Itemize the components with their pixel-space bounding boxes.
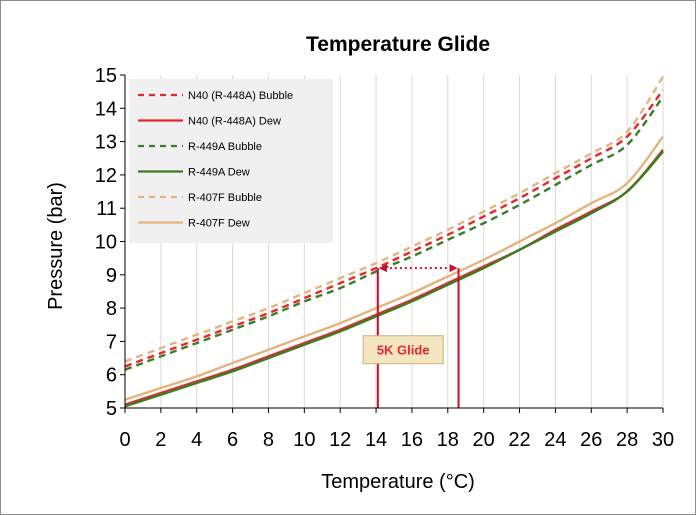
legend-label-4: R-407F Bubble xyxy=(188,192,262,204)
x-tick-label-10: 10 xyxy=(293,429,315,451)
x-tick-label-26: 26 xyxy=(580,429,602,451)
y-tick-label-15: 15 xyxy=(95,65,117,87)
x-tick-labels: 0 2 4 6 8 10 12 14 16 18 20 22 24 26 28 30 xyxy=(119,429,674,451)
axes xyxy=(120,74,664,413)
x-tick-label-20: 20 xyxy=(473,429,495,451)
x-tick-label-30: 30 xyxy=(652,429,674,451)
glide-arrowhead-right xyxy=(449,264,458,273)
glide-arrowhead-left xyxy=(378,264,387,273)
gridlines xyxy=(160,75,664,408)
y-tick-label-11: 11 xyxy=(96,198,117,220)
y-tick-labels: 5 6 7 8 9 10 11 12 13 14 15 xyxy=(95,65,117,420)
x-tick-label-6: 6 xyxy=(227,429,238,451)
x-tick-label-14: 14 xyxy=(365,429,387,451)
y-tick-label-10: 10 xyxy=(95,232,117,254)
x-tick-label-4: 4 xyxy=(191,429,202,451)
series-line-3 xyxy=(124,150,664,408)
series-line-0 xyxy=(124,89,664,368)
glide-annotation: 5K Glide xyxy=(362,264,460,408)
y-tick-label-5: 5 xyxy=(106,398,117,420)
y-axis-label: Pressure (bar) xyxy=(45,182,67,310)
chart-title: Temperature Glide xyxy=(306,33,490,56)
y-tick-label-14: 14 xyxy=(95,98,117,120)
legend-label-3: R-449A Dew xyxy=(188,167,250,179)
series-line-4 xyxy=(124,76,665,363)
legend: N40 (R-448A) Bubble N40 (R-448A) Dew R-449… xyxy=(129,79,333,243)
x-tick-label-12: 12 xyxy=(329,429,351,451)
y-tick-label-8: 8 xyxy=(106,298,117,320)
legend-label-2: R-449A Bubble xyxy=(188,141,262,153)
y-tick-label-9: 9 xyxy=(106,265,117,287)
y-tick-label-13: 13 xyxy=(95,132,117,154)
y-tick-label-6: 6 xyxy=(106,365,117,387)
series-line-1 xyxy=(124,149,664,406)
legend-label-0: N40 (R-448A) Bubble xyxy=(188,90,293,102)
series-line-2 xyxy=(124,95,664,371)
legend-box xyxy=(129,79,333,243)
y-tick-label-7: 7 xyxy=(106,331,117,353)
series-lines xyxy=(124,76,665,408)
x-tick-label-0: 0 xyxy=(119,429,130,451)
glide-label: 5K Glide xyxy=(377,343,430,358)
glide-label-box xyxy=(362,335,444,365)
legend-label-1: N40 (R-448A) Dew xyxy=(188,116,281,128)
x-tick-label-22: 22 xyxy=(508,429,530,451)
x-axis-label: Temperature (°C) xyxy=(321,471,475,493)
x-tick-label-18: 18 xyxy=(437,429,459,451)
x-tick-label-8: 8 xyxy=(263,429,274,451)
x-tick-label-28: 28 xyxy=(616,429,638,451)
y-tick-label-12: 12 xyxy=(95,165,117,187)
x-tick-label-16: 16 xyxy=(401,429,423,451)
x-tick-label-24: 24 xyxy=(544,429,566,451)
x-tick-label-2: 2 xyxy=(155,429,166,451)
legend-label-5: R-407F Dew xyxy=(188,218,250,230)
series-line-5 xyxy=(124,135,664,401)
